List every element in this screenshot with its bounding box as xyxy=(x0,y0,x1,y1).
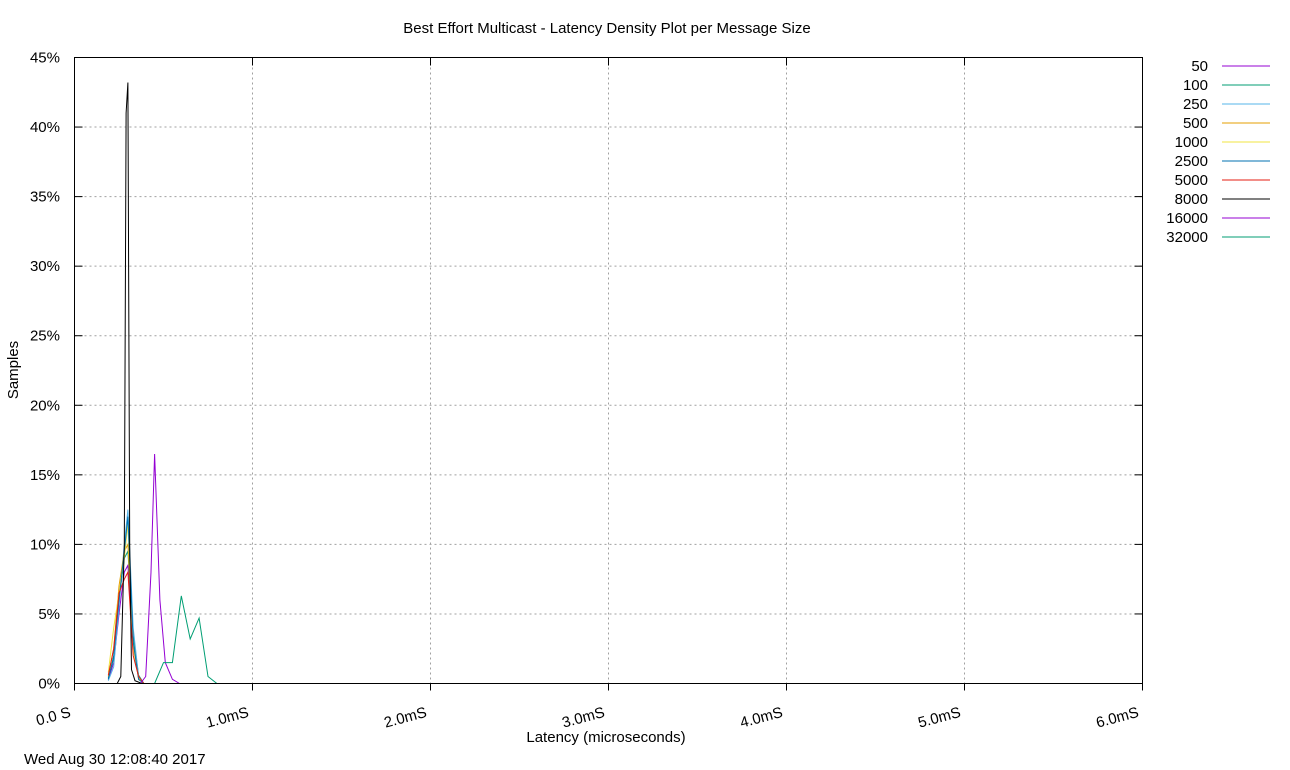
x-tick-label: 1.0mS xyxy=(204,704,250,732)
series-line-8000 xyxy=(116,82,143,684)
legend-label: 50 xyxy=(1191,58,1208,75)
y-tick-label: 0% xyxy=(38,676,60,693)
series-line-250 xyxy=(107,509,145,684)
y-tick-label: 40% xyxy=(30,119,60,136)
y-tick-label: 10% xyxy=(30,536,60,553)
y-tick-label: 15% xyxy=(30,467,60,484)
series-line-5000 xyxy=(107,570,145,684)
y-tick-label: 35% xyxy=(30,189,60,206)
timestamp: Wed Aug 30 12:08:40 2017 xyxy=(24,751,206,768)
x-tick-label: 6.0mS xyxy=(1094,704,1140,732)
x-tick-label: 0.0 S xyxy=(34,704,72,729)
legend-label: 32000 xyxy=(1166,229,1208,246)
x-axis-label: Latency (microseconds) xyxy=(526,729,685,746)
legend-label: 1000 xyxy=(1175,134,1208,151)
legend-label: 5000 xyxy=(1175,172,1208,189)
grid-layer xyxy=(74,57,1143,684)
tick-layer: 0% 5% 10% 15% 20% 25% 30% 35% 40% 45% 0.0 S 1.0mS 2.… xyxy=(30,50,1143,732)
legend-label: 250 xyxy=(1183,96,1208,113)
data-layer xyxy=(107,82,218,684)
x-tick-label: 3.0mS xyxy=(560,704,606,732)
x-tick-label: 2.0mS xyxy=(382,704,428,732)
legend-label: 16000 xyxy=(1166,210,1208,227)
plot-frame xyxy=(74,57,1143,684)
x-tick-label: 4.0mS xyxy=(738,704,784,732)
legend-label: 500 xyxy=(1183,115,1208,132)
y-tick-label: 45% xyxy=(30,50,60,67)
legend-label: 8000 xyxy=(1175,191,1208,208)
chart-title: Best Effort Multicast - Latency Density … xyxy=(403,20,810,37)
y-tick-label: 25% xyxy=(30,328,60,345)
legend-label: 100 xyxy=(1183,77,1208,94)
x-tick-label: 5.0mS xyxy=(916,704,962,732)
legend: 50 100 250 500 1000 2500 5000 8000 16000 32000 xyxy=(1166,58,1270,246)
y-tick-label: 20% xyxy=(30,397,60,414)
legend-label: 2500 xyxy=(1175,153,1208,170)
y-tick-label: 30% xyxy=(30,258,60,275)
series-line-32000 xyxy=(154,595,218,684)
y-axis-label: Samples xyxy=(5,341,22,399)
y-tick-label: 5% xyxy=(38,606,60,623)
series-line-16000 xyxy=(140,453,180,684)
